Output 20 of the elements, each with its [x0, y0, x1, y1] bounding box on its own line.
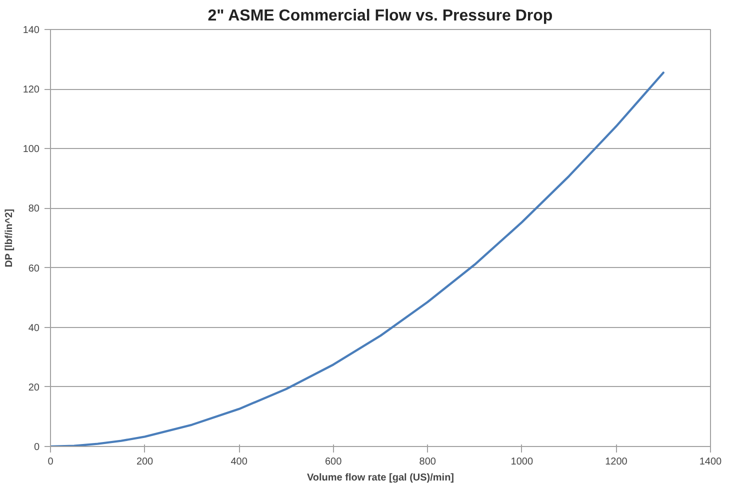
x-tick-label: 0 [48, 456, 54, 468]
y-tick-label: 60 [28, 263, 40, 274]
x-tick-label: 1200 [605, 456, 628, 468]
x-tick-label: 1000 [510, 456, 534, 468]
x-axis-title: Volume flow rate [gal (US)/min] [306, 472, 454, 484]
y-tick-label: 100 [22, 144, 40, 156]
y-tick-label: 120 [22, 84, 40, 96]
x-tick-label: 600 [325, 456, 342, 468]
x-tick-label: 200 [136, 456, 154, 468]
y-tick-label: 80 [28, 204, 40, 215]
x-tick-label: 1400 [699, 456, 722, 468]
line-series [50, 72, 664, 446]
x-tick-label: 800 [419, 456, 436, 468]
chart-title: 2" ASME Commercial Flow vs. Pressure Drop [208, 8, 553, 24]
y-tick-label: 0 [34, 442, 40, 453]
x-tick-label: 400 [230, 456, 248, 468]
y-tick-label: 40 [28, 322, 40, 334]
y-axis-title: DP [lbf/in^2] [4, 208, 15, 268]
y-tick-label: 140 [22, 25, 40, 36]
y-tick-label: 20 [28, 382, 40, 394]
